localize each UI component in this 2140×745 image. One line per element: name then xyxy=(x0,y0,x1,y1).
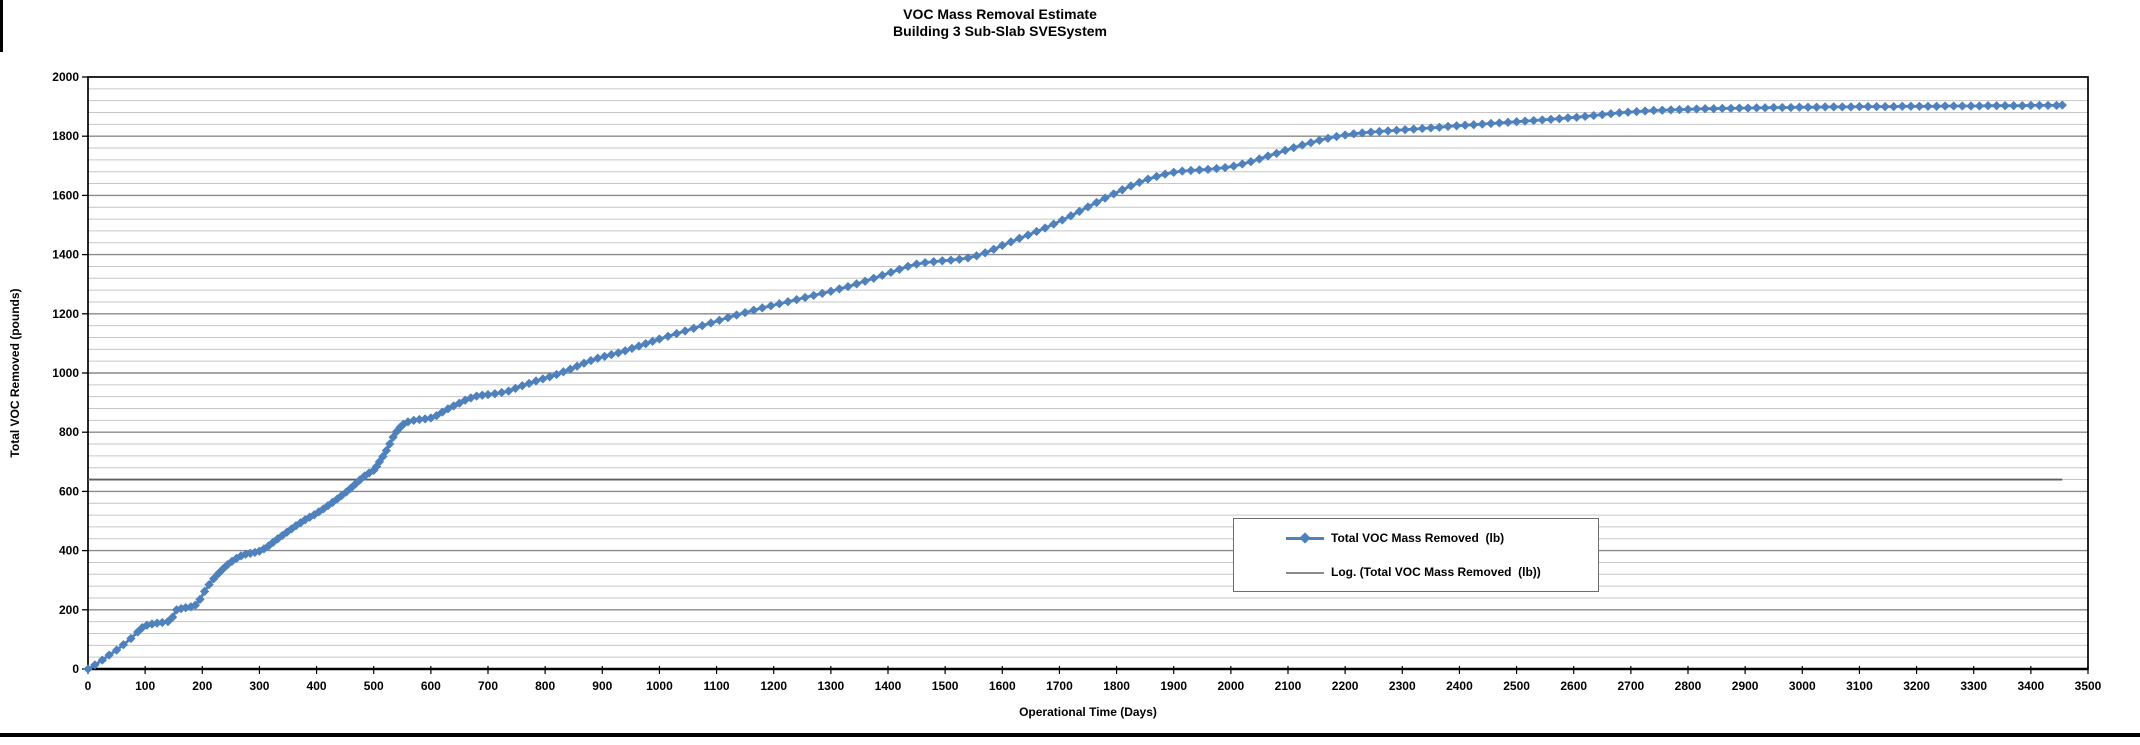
series-markers xyxy=(83,100,2068,674)
x-tick-label: 1800 xyxy=(1103,679,1130,693)
y-tick-label: 1200 xyxy=(52,307,79,321)
y-tick-label: 2000 xyxy=(52,70,79,84)
y-tick-label: 1400 xyxy=(52,248,79,262)
y-tick-label: 200 xyxy=(59,603,79,617)
legend: Total VOC Mass Removed (lb) Log. (Total … xyxy=(1233,518,1599,592)
x-axis-title: Operational Time (Days) xyxy=(1019,705,1157,719)
x-tick-label: 1100 xyxy=(704,679,730,693)
x-tick-label: 3200 xyxy=(1903,679,1930,693)
x-tick-label: 3000 xyxy=(1789,679,1816,693)
x-tick-label: 400 xyxy=(307,679,327,693)
chart-title: VOC Mass Removal Estimate xyxy=(903,6,1097,22)
series-line-marker-icon xyxy=(1286,532,1324,544)
x-tick-label: 500 xyxy=(364,679,384,693)
x-tick-label: 1700 xyxy=(1046,679,1073,693)
x-tick-label: 1400 xyxy=(875,679,902,693)
x-tick-label: 2100 xyxy=(1275,679,1302,693)
bottom-border-line xyxy=(0,733,2140,737)
x-tick-label: 1500 xyxy=(932,679,959,693)
legend-label-log-trend: Log. (Total VOC Mass Removed (lb)) xyxy=(1331,565,1541,579)
x-tick-label: 800 xyxy=(535,679,555,693)
x-tick-label: 0 xyxy=(85,679,92,693)
y-tick-label: 800 xyxy=(59,425,79,439)
y-tick-label: 600 xyxy=(59,484,79,498)
x-tick-label: 1200 xyxy=(760,679,787,693)
x-tick-label: 2500 xyxy=(1503,679,1530,693)
legend-label-total-voc: Total VOC Mass Removed (lb) xyxy=(1331,531,1505,545)
legend-item-log-trend: Log. (Total VOC Mass Removed (lb)) xyxy=(1234,555,1598,589)
x-tick-label: 2700 xyxy=(1618,679,1645,693)
y-tick-label: 1600 xyxy=(52,188,79,202)
x-tick-label: 2800 xyxy=(1675,679,1702,693)
chart-subtitle: Building 3 Sub-Slab SVESystem xyxy=(893,23,1107,39)
x-tick-label: 2300 xyxy=(1389,679,1416,693)
x-tick-label: 1600 xyxy=(989,679,1016,693)
x-tick-label: 3500 xyxy=(2075,679,2102,693)
x-tick-label: 700 xyxy=(478,679,498,693)
chart-title-block: VOC Mass Removal Estimate Building 3 Sub… xyxy=(0,6,2000,40)
y-tick-label: 1000 xyxy=(52,366,79,380)
x-tick-label: 2900 xyxy=(1732,679,1759,693)
x-tick-label: 900 xyxy=(592,679,612,693)
x-tick-label: 3300 xyxy=(1960,679,1987,693)
x-tick-label: 200 xyxy=(192,679,212,693)
trendline-sample-icon xyxy=(1286,567,1324,577)
x-tick-label: 1300 xyxy=(818,679,845,693)
x-tick-label: 2200 xyxy=(1332,679,1359,693)
legend-item-total-voc: Total VOC Mass Removed (lb) xyxy=(1234,521,1598,555)
x-tick-label: 2000 xyxy=(1218,679,1245,693)
y-tick-label: 0 xyxy=(72,662,79,676)
left-edge-border-artifact xyxy=(0,0,3,52)
x-tick-label: 1900 xyxy=(1160,679,1187,693)
y-tick-label: 1800 xyxy=(52,129,79,143)
x-tick-label: 2400 xyxy=(1446,679,1473,693)
x-tick-label: 2600 xyxy=(1560,679,1587,693)
x-tick-label: 1000 xyxy=(646,679,673,693)
x-tick-label: 300 xyxy=(249,679,269,693)
y-tick-label: 400 xyxy=(59,544,79,558)
x-tick-label: 100 xyxy=(135,679,155,693)
x-tick-label: 3100 xyxy=(1846,679,1873,693)
x-tick-label: 600 xyxy=(421,679,441,693)
x-tick-label: 3400 xyxy=(2018,679,2045,693)
series-line xyxy=(87,103,2063,671)
